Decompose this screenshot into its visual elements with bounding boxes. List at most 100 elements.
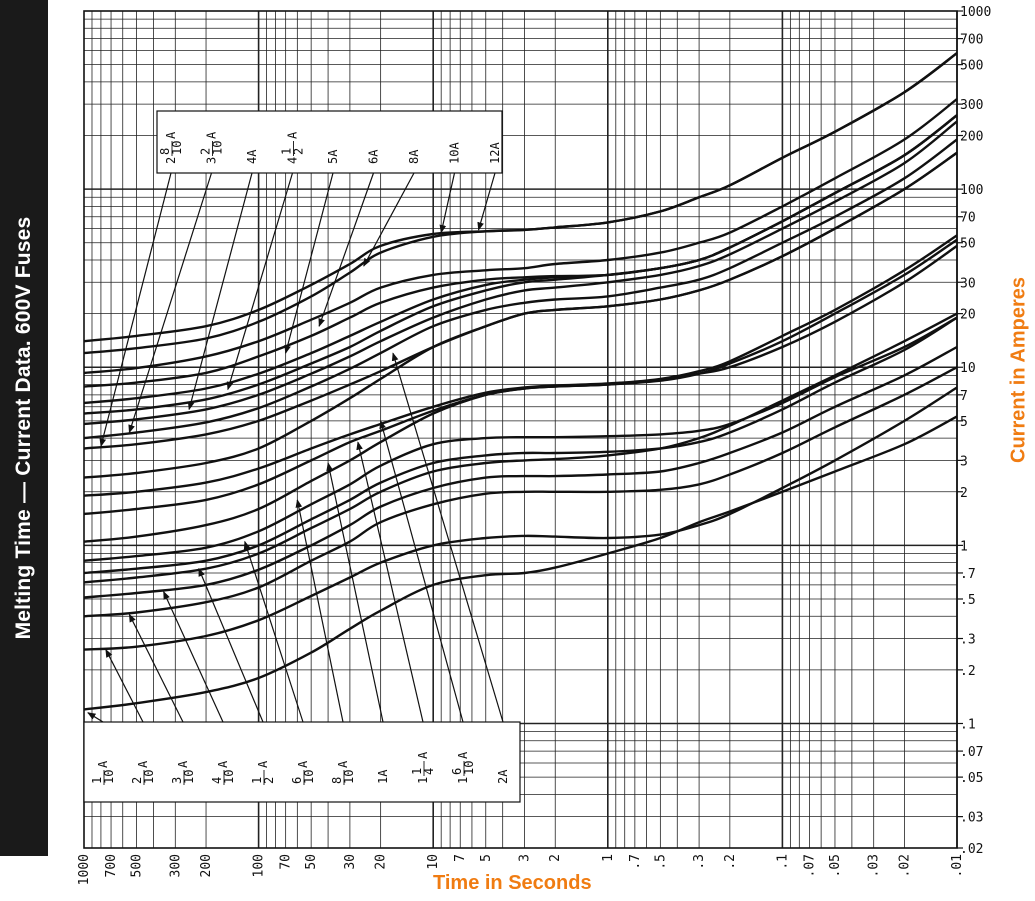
x-tick-label: 500 (130, 854, 145, 877)
y-tick-label: .5 (960, 593, 976, 608)
x-tick-label: .1 (775, 854, 790, 870)
curve-label-numerator: 8 (330, 777, 344, 784)
curve-label-arrow (128, 613, 184, 723)
y-tick-label: .1 (960, 717, 976, 732)
y-tick-labels: 1000 700 500 300 200 100 70 50 30 20 10 7 5 3 2 1 .7 .5 .3… (957, 5, 991, 857)
curve-label-arrow (326, 462, 384, 723)
curve-label-numerator: 6 (450, 768, 464, 775)
curve-label-arrow (187, 172, 253, 411)
curve-label: 10A (448, 142, 462, 164)
curve-label-arrow (356, 441, 424, 723)
x-tick-label: .03 (867, 854, 882, 877)
y-tick-label: .05 (960, 771, 983, 786)
curve-label: 210 A (130, 760, 156, 785)
x-tick-label: 3 (517, 854, 532, 862)
x-tick-label: .05 (828, 854, 843, 877)
curve-label-numerator: 1 (90, 777, 104, 784)
series-line-2-8-10-a (83, 151, 958, 450)
side-title-bar: Melting Time — Current Data. 600V Fuses (0, 0, 48, 856)
curve-label-whole: 4 (286, 157, 300, 164)
curve-label-numerator: 4 (210, 777, 224, 784)
curve-label: 2 810 A (158, 131, 184, 164)
curve-label: 810 A (330, 760, 356, 785)
curve-label-unit: 8A (407, 149, 421, 164)
y-tick-label: .2 (960, 664, 976, 679)
curve-label-unit: A (96, 760, 110, 768)
y-tick-label: .3 (960, 633, 976, 648)
curve-label-denominator: 10 (462, 761, 476, 775)
plot-border (83, 10, 958, 849)
x-tick-label: .07 (802, 854, 817, 877)
y-tick-label: .02 (960, 842, 983, 857)
curve-label: 110 A (90, 760, 116, 785)
grid (83, 10, 958, 849)
curve-label: 2A (496, 769, 510, 784)
curve-label-denominator: 10 (142, 770, 156, 784)
curve-label-numerator: 1 (280, 148, 294, 155)
y-tick-label: 1000 (960, 5, 991, 20)
curve-label-denominator: 4 (422, 768, 436, 775)
curve-label-arrow (87, 712, 104, 723)
curve-label-numerator: 2 (130, 777, 144, 784)
y-tick-label: .7 (960, 567, 976, 582)
curve-label-unit: 5A (326, 149, 340, 164)
series-line-8-10-a (83, 316, 958, 562)
x-tick-label: 20 (374, 854, 389, 870)
curve-label-denominator: 10 (182, 770, 196, 784)
curve-label-denominator: 2 (292, 148, 306, 155)
curve-label: 8A (407, 149, 421, 164)
curve-label-arrow (226, 172, 294, 391)
y-tick-label: 5 (960, 415, 968, 430)
x-tick-label: .3 (692, 854, 707, 870)
x-tick-label: 100 (252, 854, 267, 877)
x-tick-label: 1 (601, 854, 616, 862)
labels-bottom-box (83, 721, 521, 803)
x-tick-label: 200 (199, 854, 214, 877)
curve-label-arrow (105, 648, 144, 723)
y-tick-label: 1 (960, 539, 968, 554)
x-tick-label: .2 (723, 854, 738, 870)
y-tick-label: 7 (960, 389, 968, 404)
y-tick-label: 200 (960, 130, 983, 145)
curve-label: 410 A (210, 760, 236, 785)
curve-label-arrow (295, 499, 344, 723)
x-tick-label: 10 (426, 854, 441, 870)
y-tick-label: 20 (960, 308, 976, 323)
curve-label-arrow (243, 540, 304, 723)
x-tick-label: 7 (453, 854, 468, 862)
x-tick-label: 30 (343, 854, 358, 870)
curve-label-unit: A (256, 760, 270, 768)
y-tick-label: 100 (960, 183, 983, 198)
x-tick-label: 2 (548, 854, 563, 862)
x-tick-label: 700 (104, 854, 119, 877)
curve-label-denominator: 10 (222, 770, 236, 784)
curve-label-numerator: 8 (158, 148, 172, 155)
y-tick-label: 30 (960, 276, 976, 291)
series-group (83, 52, 958, 711)
curve-label-unit: A (176, 760, 190, 768)
curve-label-arrow (284, 172, 334, 354)
x-tick-label: 5 (479, 854, 494, 862)
curve-label-arrow (439, 172, 456, 234)
curve-label-unit: A (216, 760, 230, 768)
y-tick-label: 70 (960, 211, 976, 226)
curve-label-arrow (99, 172, 172, 448)
curve-label-denominator: 10 (102, 770, 116, 784)
series-line-1-6-10-a (83, 234, 958, 497)
curve-label-denominator: 10 (302, 770, 316, 784)
x-tick-label: 70 (279, 854, 294, 870)
x-tick-label: .7 (628, 854, 643, 870)
y-axis-title: Current in Amperes (1007, 277, 1030, 463)
labels-top-box (156, 110, 503, 174)
curve-label: 5A (326, 149, 340, 164)
curve-label: 12A (488, 142, 502, 164)
curve-label: 610 A (290, 760, 316, 785)
curve-label-denominator: 10 (211, 141, 225, 155)
curve-label-unit: 12A (488, 142, 502, 164)
x-tick-label: .5 (653, 854, 668, 870)
curve-label-unit: A (296, 760, 310, 768)
curve-label-arrow (379, 420, 464, 723)
curve-label-unit: 4A (245, 149, 259, 164)
series-line-3-2-10-a (83, 138, 958, 440)
